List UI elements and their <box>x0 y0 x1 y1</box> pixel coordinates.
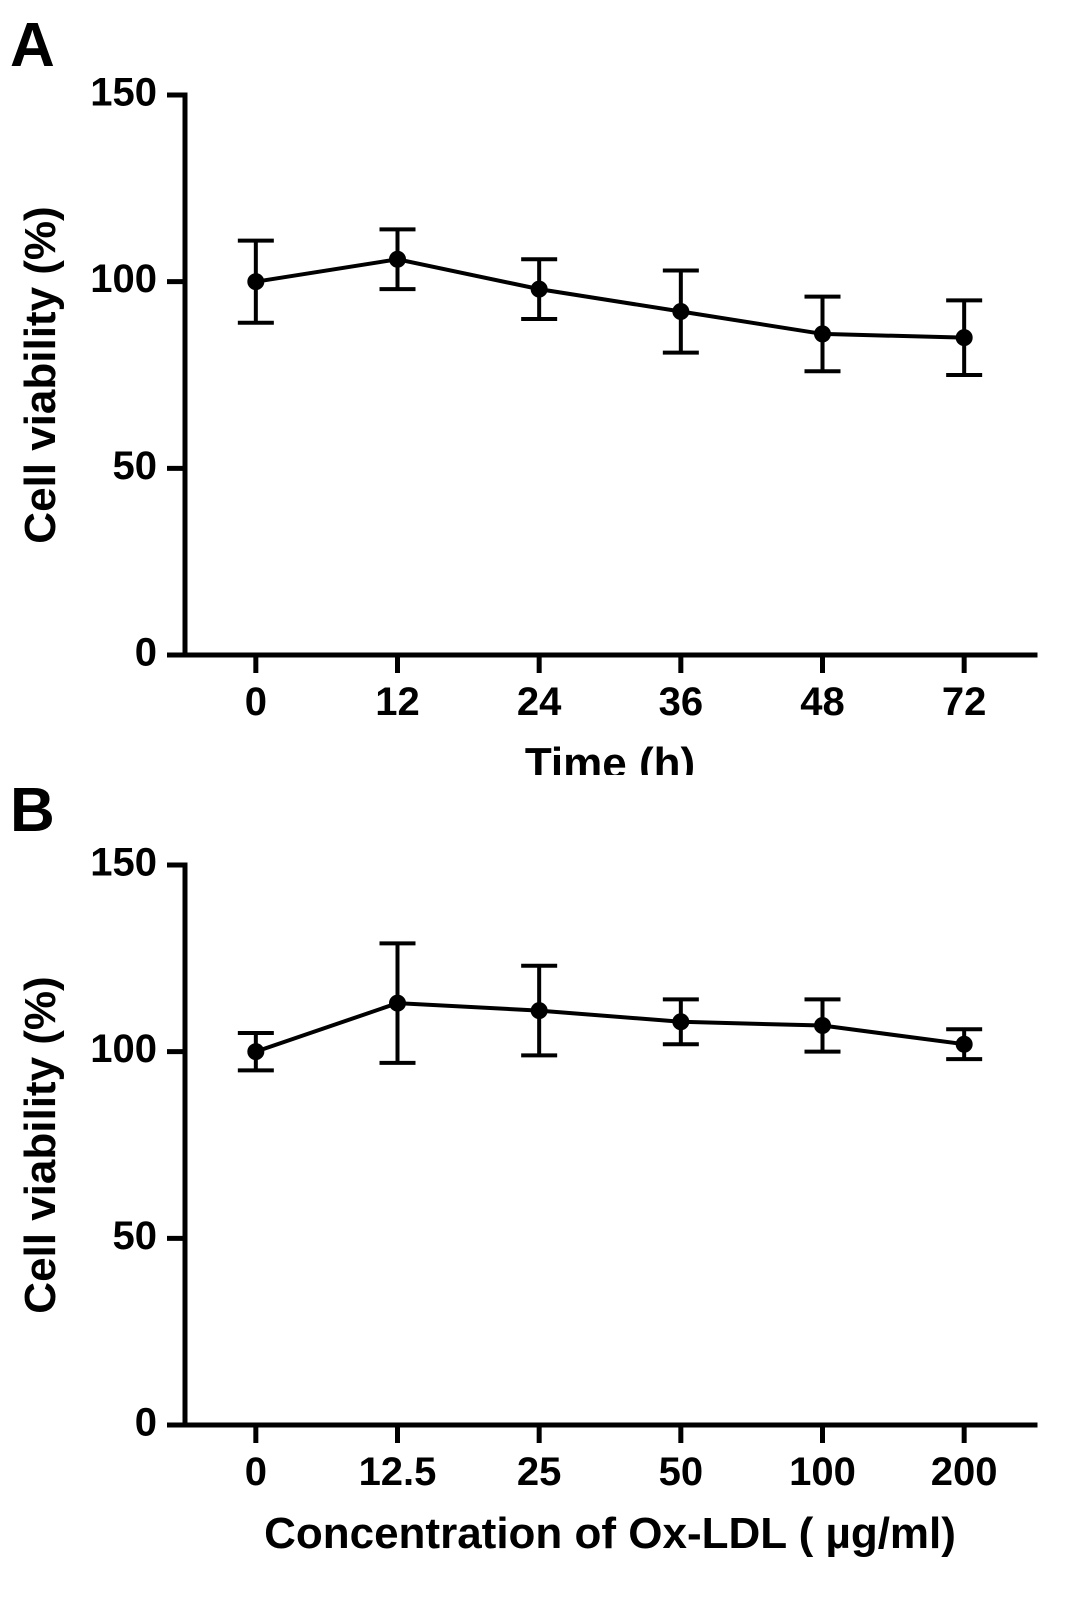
svg-text:72: 72 <box>942 680 987 724</box>
svg-text:150: 150 <box>90 841 157 885</box>
svg-text:50: 50 <box>113 1214 158 1258</box>
svg-text:150: 150 <box>90 71 157 115</box>
svg-text:0: 0 <box>245 680 267 724</box>
svg-text:25: 25 <box>517 1450 562 1494</box>
svg-text:Concentration of Ox-LDL ( µg/m: Concentration of Ox-LDL ( µg/ml) <box>264 1509 956 1558</box>
svg-text:50: 50 <box>113 444 158 488</box>
chart-b: 0 50 100 150 0 12.5 25 50 100 200 Cell viability (… <box>0 805 1087 1605</box>
svg-text:0: 0 <box>135 1401 157 1445</box>
svg-text:48: 48 <box>800 680 845 724</box>
svg-text:0: 0 <box>245 1450 267 1494</box>
svg-text:100: 100 <box>789 1450 856 1494</box>
svg-text:12: 12 <box>375 680 420 724</box>
svg-text:24: 24 <box>517 680 562 724</box>
svg-text:100: 100 <box>90 1027 157 1071</box>
svg-text:100: 100 <box>90 257 157 301</box>
svg-text:36: 36 <box>659 680 704 724</box>
figure-container: A 05010015001224364872Cell viability (%)… <box>0 0 1087 1611</box>
svg-text:Cell viability (%): Cell viability (%) <box>16 976 65 1313</box>
svg-text:12.5: 12.5 <box>359 1450 437 1494</box>
svg-text:200: 200 <box>931 1450 998 1494</box>
svg-text:Cell viability (%): Cell viability (%) <box>16 206 65 543</box>
chart-a: 0 50 100 150 0 12 24 36 48 72 Cell viability (%) Ti… <box>0 35 1087 775</box>
svg-text:0: 0 <box>135 631 157 675</box>
svg-text:Time (h): Time (h) <box>525 739 695 775</box>
svg-text:50: 50 <box>659 1450 704 1494</box>
